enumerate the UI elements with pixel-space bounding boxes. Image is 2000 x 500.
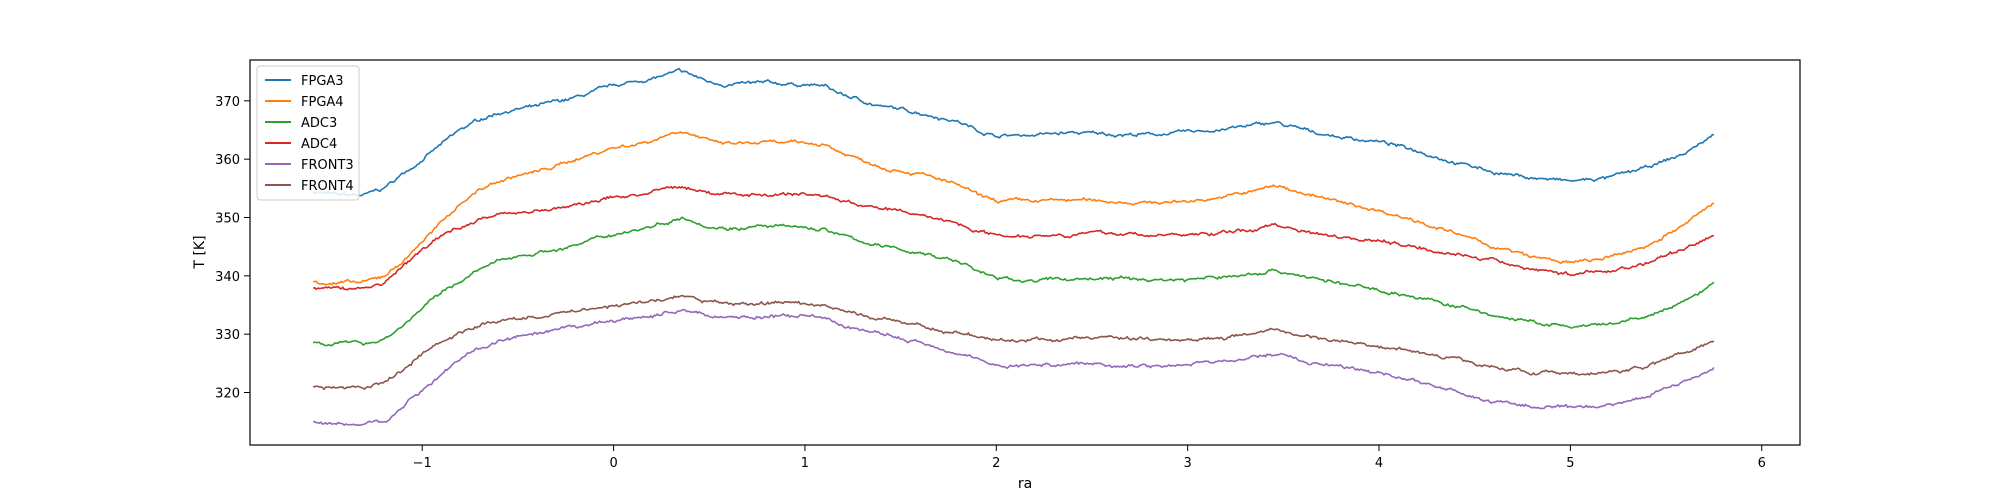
series-layer	[312, 67, 1715, 427]
y-tick-label: 350	[215, 212, 240, 227]
x-tick-label: −1	[413, 456, 432, 471]
y-axis-label: T [K]	[192, 235, 208, 269]
legend-label-front3: FRONT3	[301, 158, 354, 173]
x-tick-label: 4	[1375, 456, 1383, 471]
y-tick-label: 340	[215, 270, 240, 285]
series-line-adc4	[312, 185, 1715, 291]
x-axis: −1 0 1 2 3 4 5 6	[413, 445, 1766, 471]
x-tick-label: 5	[1566, 456, 1574, 471]
series-line-adc3	[312, 216, 1715, 347]
y-tick-label: 320	[215, 387, 240, 402]
legend: FPGA3 FPGA4 ADC3 ADC4 FRONT3 FRONT4	[256, 65, 360, 201]
x-tick-label: 0	[609, 456, 617, 471]
y-tick-label: 330	[215, 328, 240, 343]
legend-box	[256, 65, 360, 201]
x-tick-label: 1	[801, 456, 809, 471]
x-axis-label: ra	[1018, 476, 1032, 492]
plot-frame	[249, 59, 1801, 446]
x-tick-label: 3	[1184, 456, 1192, 471]
legend-label-fpga3: FPGA3	[301, 74, 344, 89]
y-tick-label: 360	[215, 153, 240, 168]
series-line-fpga4	[313, 131, 1715, 286]
legend-label-front4: FRONT4	[301, 179, 354, 194]
y-tick-label: 370	[215, 95, 240, 110]
legend-label-adc3: ADC3	[301, 116, 337, 131]
x-tick-label: 2	[992, 456, 1000, 471]
series-line-front4	[312, 294, 1715, 391]
series-line-front3	[313, 308, 1715, 427]
series-line-fpga3	[312, 67, 1715, 197]
legend-label-adc4: ADC4	[301, 137, 337, 152]
y-axis: 320 330 340 350 360 370	[215, 95, 250, 402]
legend-label-fpga4: FPGA4	[301, 95, 344, 110]
x-tick-label: 6	[1758, 456, 1766, 471]
